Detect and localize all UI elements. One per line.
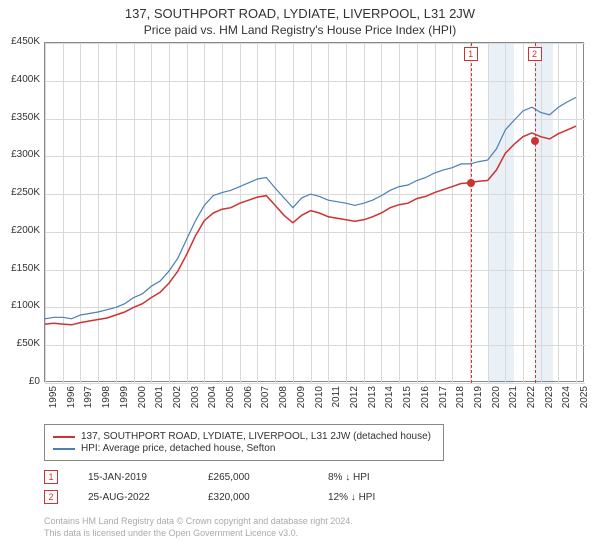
legend-box: 137, SOUTHPORT ROAD, LYDIATE, LIVERPOOL,…: [44, 424, 444, 461]
y-tick-label: £350K: [4, 112, 40, 123]
legend-label: 137, SOUTHPORT ROAD, LYDIATE, LIVERPOOL,…: [81, 431, 431, 442]
y-tick-label: £250K: [4, 187, 40, 198]
marker-number: 1: [464, 47, 478, 61]
x-tick-label: 2002: [172, 386, 183, 416]
x-tick-label: 2006: [243, 386, 254, 416]
x-tick-label: 1998: [101, 386, 112, 416]
x-tick-label: 2014: [384, 386, 395, 416]
y-tick-label: £0: [4, 376, 40, 387]
sales-date: 15-JAN-2019: [88, 472, 178, 483]
x-tick-label: 2005: [225, 386, 236, 416]
sales-row: 1 15-JAN-2019 £265,000 8% ↓ HPI: [44, 470, 418, 484]
marker-number: 2: [528, 47, 542, 61]
legend-item: 137, SOUTHPORT ROAD, LYDIATE, LIVERPOOL,…: [53, 431, 435, 442]
y-tick-label: £200K: [4, 225, 40, 236]
series-line: [45, 126, 576, 325]
sales-row: 2 25-AUG-2022 £320,000 12% ↓ HPI: [44, 490, 418, 504]
x-tick-label: 2023: [544, 386, 555, 416]
x-tick-label: 2009: [296, 386, 307, 416]
chart-subtitle: Price paid vs. HM Land Registry's House …: [0, 21, 600, 37]
sales-marker: 2: [44, 490, 58, 504]
legend-item: HPI: Average price, detached house, Seft…: [53, 443, 435, 454]
marker-dot: [531, 137, 539, 145]
footer-line: This data is licensed under the Open Gov…: [44, 528, 353, 540]
y-tick-label: £300K: [4, 149, 40, 160]
marker-line: [471, 43, 472, 383]
x-tick-label: 2018: [455, 386, 466, 416]
chart-title: 137, SOUTHPORT ROAD, LYDIATE, LIVERPOOL,…: [0, 0, 600, 21]
x-tick-label: 2024: [561, 386, 572, 416]
gridline-h: [45, 383, 585, 384]
marker-dot: [467, 179, 475, 187]
marker-line: [535, 43, 536, 383]
x-tick-label: 1997: [83, 386, 94, 416]
sales-diff: 8% ↓ HPI: [328, 472, 418, 483]
x-tick-label: 2004: [207, 386, 218, 416]
sales-marker: 1: [44, 470, 58, 484]
x-tick-label: 1996: [66, 386, 77, 416]
legend-swatch: [53, 448, 75, 450]
x-tick-label: 2022: [526, 386, 537, 416]
y-tick-label: £150K: [4, 263, 40, 274]
x-tick-label: 2017: [438, 386, 449, 416]
series-svg: [45, 43, 585, 383]
sales-table: 1 15-JAN-2019 £265,000 8% ↓ HPI 2 25-AUG…: [44, 470, 418, 510]
legend-label: HPI: Average price, detached house, Seft…: [81, 443, 275, 454]
x-tick-label: 2011: [331, 386, 342, 416]
x-tick-label: 2021: [508, 386, 519, 416]
sales-price: £265,000: [208, 472, 298, 483]
x-tick-label: 2000: [137, 386, 148, 416]
x-tick-label: 2025: [579, 386, 590, 416]
x-tick-label: 1995: [48, 386, 59, 416]
x-tick-label: 2010: [314, 386, 325, 416]
y-tick-label: £400K: [4, 74, 40, 85]
sales-date: 25-AUG-2022: [88, 492, 178, 503]
x-tick-label: 2016: [420, 386, 431, 416]
x-tick-label: 2013: [367, 386, 378, 416]
sales-price: £320,000: [208, 492, 298, 503]
x-tick-label: 2007: [260, 386, 271, 416]
sales-diff: 12% ↓ HPI: [328, 492, 418, 503]
footer-line: Contains HM Land Registry data © Crown c…: [44, 516, 353, 528]
plot-area: 12: [44, 42, 584, 382]
x-tick-label: 2001: [154, 386, 165, 416]
x-tick-label: 2020: [491, 386, 502, 416]
x-tick-label: 1999: [119, 386, 130, 416]
footer-attribution: Contains HM Land Registry data © Crown c…: [44, 516, 353, 539]
x-tick-label: 2008: [278, 386, 289, 416]
x-tick-label: 2012: [349, 386, 360, 416]
y-tick-label: £450K: [4, 36, 40, 47]
chart-container: 137, SOUTHPORT ROAD, LYDIATE, LIVERPOOL,…: [0, 0, 600, 560]
y-tick-label: £100K: [4, 300, 40, 311]
y-tick-label: £50K: [4, 338, 40, 349]
legend-swatch: [53, 436, 75, 438]
x-tick-label: 2019: [473, 386, 484, 416]
x-tick-label: 2003: [190, 386, 201, 416]
x-tick-label: 2015: [402, 386, 413, 416]
series-line: [45, 97, 576, 318]
